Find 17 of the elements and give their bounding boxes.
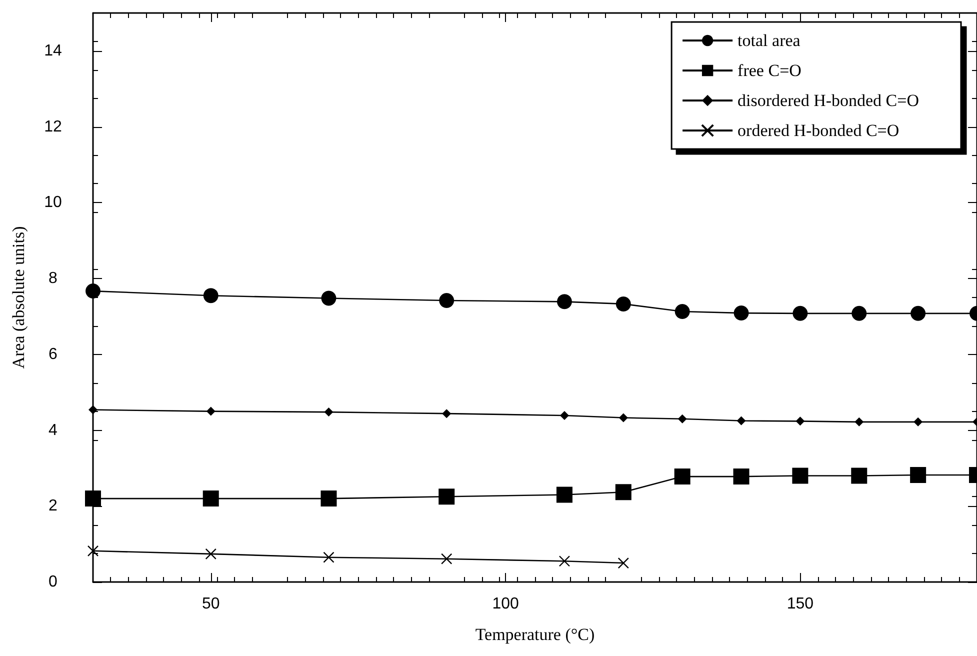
x-axis-title: Temperature (°C) bbox=[475, 625, 595, 644]
y-tick-label: 4 bbox=[48, 422, 58, 439]
legend-label: total area bbox=[738, 31, 801, 50]
legend-label: free C=O bbox=[738, 61, 802, 80]
x-tick-label: 50 bbox=[202, 596, 220, 612]
y-tick-label: 2 bbox=[48, 498, 58, 515]
y-tick-label: 6 bbox=[48, 346, 58, 363]
y-tick-label: 10 bbox=[44, 194, 62, 212]
y-tick-label: 8 bbox=[48, 270, 58, 288]
legend-label: disordered H-bonded C=O bbox=[738, 91, 920, 110]
y-axis-title: Area (absolute units) bbox=[9, 226, 28, 369]
x-tick-label: 100 bbox=[492, 596, 519, 612]
x-tick-label: 150 bbox=[786, 596, 814, 612]
y-tick-label: 14 bbox=[44, 42, 62, 60]
y-tick-label: 12 bbox=[44, 118, 62, 136]
y-tick-label: 0 bbox=[48, 574, 58, 590]
legend-label: ordered H-bonded C=O bbox=[738, 121, 900, 140]
